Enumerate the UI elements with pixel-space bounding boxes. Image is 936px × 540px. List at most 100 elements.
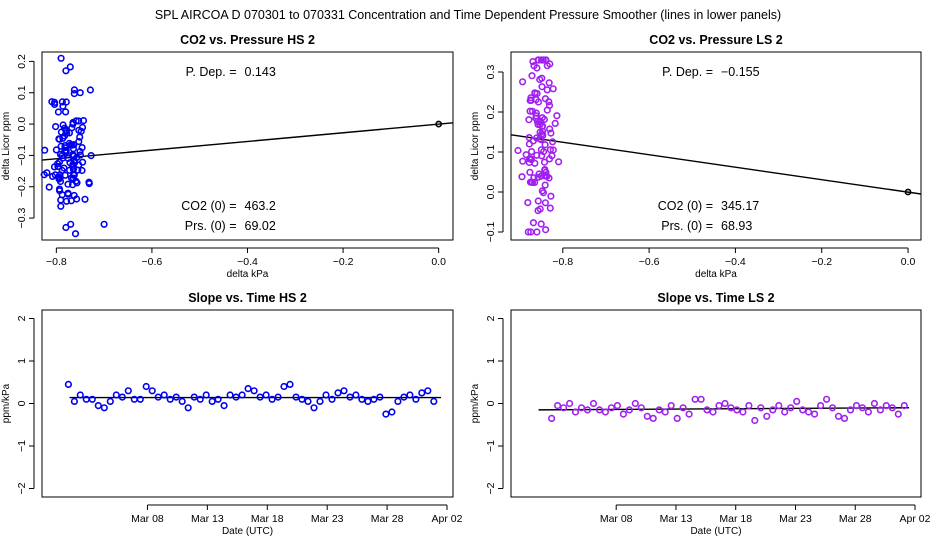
data-point [685, 410, 693, 418]
y-tick-label: −0.3 [16, 208, 28, 229]
y-tick-label: 2 [16, 315, 28, 321]
x-tick-label: −0.4 [725, 256, 746, 268]
data-point [551, 119, 559, 127]
data-point [541, 56, 550, 64]
data-point [62, 148, 70, 156]
data-point [751, 416, 759, 425]
data-point [525, 116, 533, 124]
data-point [70, 191, 78, 200]
data-point [533, 151, 541, 159]
data-point [537, 146, 545, 154]
data-point [172, 393, 180, 401]
data-point [304, 397, 312, 406]
y-tick-label: −2 [485, 482, 497, 494]
x-tick-label: −0.2 [333, 256, 354, 268]
data-point [673, 414, 681, 423]
data-point [86, 86, 94, 94]
data-point [529, 219, 538, 227]
annotation-label: P. Dep. = [662, 65, 713, 79]
data-point [526, 107, 534, 115]
panel-title: Slope vs. Time HS 2 [188, 291, 307, 305]
y-axis-title: delta Licor ppm [470, 112, 481, 180]
data-point [534, 207, 542, 215]
data-point [565, 399, 574, 408]
data-point [45, 183, 53, 191]
plot-frame [41, 309, 454, 498]
data-point [62, 67, 70, 75]
data-point [58, 98, 67, 106]
y-tick-label: −1 [16, 440, 28, 452]
data-point [76, 89, 84, 97]
data-point [71, 230, 80, 238]
y-tick-label: 0 [485, 400, 497, 406]
data-point [527, 148, 536, 156]
data-point [649, 414, 657, 423]
data-point [62, 98, 70, 106]
annotation-label: Prs. (0) = [661, 219, 713, 233]
plot-frame [510, 309, 922, 498]
y-tick-label: 1 [485, 358, 497, 364]
data-point [316, 397, 324, 406]
y-tick-label: −0.1 [16, 145, 28, 166]
panel-title: Slope vs. Time LS 2 [657, 291, 774, 305]
data-point [394, 397, 402, 406]
data-point [340, 387, 348, 395]
data-point [148, 387, 156, 395]
data-point [709, 408, 717, 416]
data-point [382, 410, 390, 418]
data-point [643, 412, 651, 420]
x-tick-label: Mar 13 [191, 513, 224, 525]
data-point [721, 399, 729, 408]
data-point [256, 393, 264, 401]
data-point [48, 172, 57, 180]
data-point [539, 189, 548, 197]
data-point [70, 86, 78, 94]
y-tick-label: −2 [16, 482, 28, 494]
x-tick-label: Apr 02 [900, 513, 931, 525]
y-axis-title: ppm/kPa [1, 383, 12, 423]
panel-co2-hs: CO2 vs. Pressure HS 2 −0.8 −0.6 −0.4 −0.2 0.0… [1, 33, 454, 280]
data-point [154, 393, 162, 401]
x-tick-label: Mar 13 [660, 513, 693, 525]
data-point [577, 404, 586, 412]
data-point [196, 395, 204, 403]
data-point [530, 174, 538, 182]
data-point [763, 412, 771, 420]
y-tick-label: 0.2 [16, 54, 28, 69]
origin-marker [435, 120, 443, 128]
data-point [528, 72, 536, 80]
plot-frame [41, 51, 454, 241]
data-point [69, 174, 77, 182]
data-point [858, 404, 867, 412]
annotation-value: 0.143 [245, 65, 276, 79]
y-tick-label: 0 [16, 400, 28, 406]
data-point [554, 158, 563, 166]
data-point [541, 181, 549, 189]
fit-line [41, 122, 454, 161]
data-point [85, 180, 93, 188]
data-point [78, 123, 87, 131]
data-point [190, 393, 198, 401]
data-point [66, 159, 74, 167]
data-point [522, 151, 530, 159]
data-point [79, 116, 88, 125]
x-tick-label: −0.8 [46, 256, 67, 268]
data-point [94, 402, 102, 410]
data-point [514, 146, 522, 155]
data-point [88, 395, 96, 403]
data-point [534, 197, 542, 205]
data-point [535, 56, 543, 64]
data-point [679, 404, 687, 412]
plot-frame [510, 51, 922, 241]
data-point [412, 395, 420, 403]
data-point [286, 380, 294, 389]
x-tick-label: Mar 08 [600, 513, 633, 525]
data-point [62, 223, 70, 232]
data-point [87, 152, 95, 160]
data-point [538, 74, 546, 82]
x-tick-label: −0.2 [811, 256, 832, 268]
data-point [322, 391, 330, 399]
annotation-label: CO2 (0) = [658, 199, 713, 213]
data-point [57, 142, 65, 150]
